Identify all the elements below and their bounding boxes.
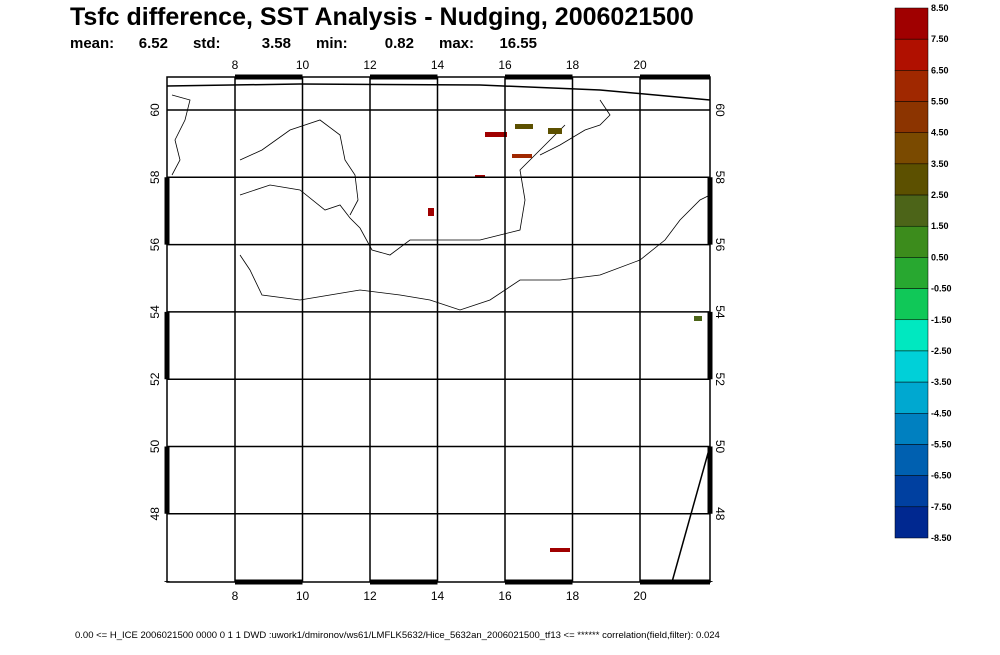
colorbar-label: 7.50 — [931, 34, 949, 44]
patch — [548, 128, 562, 134]
y-tick-label: 52 — [148, 372, 162, 386]
colorbar-cell — [894, 101, 929, 133]
stat-label: mean: — [70, 35, 114, 52]
colorbar-label: 1.50 — [931, 221, 949, 231]
grid: 8 8 10 10 12 12 14 14 16 16 18 18 20 20 60 60 58 58 56 56 54… — [148, 58, 727, 603]
y-tick-label: 54 — [148, 305, 162, 319]
y-tick-label: 56 — [713, 238, 727, 252]
patch — [515, 124, 533, 129]
x-tick-label: 16 — [498, 58, 512, 72]
x-tick-label: 20 — [633, 58, 647, 72]
patch — [550, 548, 570, 552]
stat-label: max: — [439, 35, 474, 52]
colorbar-cell — [894, 7, 929, 40]
colorbar-label: 0.50 — [931, 252, 949, 262]
x-tick-label: 14 — [431, 58, 445, 72]
stat-value: 3.58 — [262, 35, 291, 52]
colorbar-cell — [894, 38, 929, 71]
footer: 0.00 <= H_ICE 2006021500 0000 0 1 1 DWD … — [75, 630, 720, 641]
x-tick-label: 10 — [296, 589, 310, 603]
colorbar-cell — [894, 70, 929, 102]
colorbar-cell — [894, 257, 929, 289]
colorbar-label: 4.50 — [931, 128, 949, 138]
x-tick-label: 18 — [566, 589, 580, 603]
patch — [694, 316, 702, 321]
colorbar-label: 2.50 — [931, 190, 949, 200]
colorbar-label: -2.50 — [931, 346, 952, 356]
colorbar-cell — [894, 163, 929, 196]
colorbar: 8.50 7.50 6.50 5.50 4.50 3.50 2.50 1.50 0.50 -0.5… — [894, 3, 952, 543]
patch — [475, 175, 485, 178]
x-tick-label: 16 — [498, 589, 512, 603]
x-tick-label: 12 — [363, 589, 377, 603]
x-tick-label: 8 — [232, 589, 239, 603]
field-patches — [428, 124, 702, 552]
colorbar-label: -3.50 — [931, 377, 952, 387]
y-tick-label: 48 — [713, 507, 727, 521]
colorbar-label: 3.50 — [931, 159, 949, 169]
stat-value: 6.52 — [139, 35, 168, 52]
x-tick-label: 18 — [566, 58, 580, 72]
x-tick-label: 12 — [363, 58, 377, 72]
colorbar-cell — [894, 475, 929, 508]
y-tick-label: 60 — [148, 103, 162, 117]
colorbar-cell — [894, 506, 929, 539]
stat-label: min: — [316, 35, 348, 52]
map-frame — [166, 76, 711, 583]
y-tick-label: 50 — [148, 440, 162, 454]
stats: mean: 6.52 std: 3.58 min: 0.82 max: 16.55 — [70, 35, 537, 52]
y-tick-label: 56 — [148, 238, 162, 252]
colorbar-label: -4.50 — [931, 408, 952, 418]
y-tick-label: 52 — [713, 373, 727, 387]
colorbar-label: -5.50 — [931, 439, 952, 449]
x-tick-label: 14 — [431, 589, 445, 603]
colorbar-cell — [894, 413, 929, 445]
colorbar-label: -1.50 — [931, 315, 952, 325]
colorbar-cell — [894, 444, 929, 476]
colorbar-cell — [894, 319, 929, 352]
stat-value: 16.55 — [499, 35, 537, 52]
x-tick-label: 10 — [296, 58, 310, 72]
title: Tsfc difference, SST Analysis - Nudging,… — [70, 3, 694, 31]
y-tick-label: 60 — [713, 103, 727, 117]
colorbar-label: -6.50 — [931, 471, 952, 481]
colorbar-label: -7.50 — [931, 502, 952, 512]
stat-label: std: — [193, 35, 221, 52]
colorbar-cell — [894, 225, 929, 258]
colorbar-label: 5.50 — [931, 97, 949, 107]
x-tick-label: 8 — [232, 58, 239, 72]
colorbar-cell — [894, 194, 929, 227]
colorbar-label: -0.50 — [931, 284, 952, 294]
y-tick-label: 54 — [713, 305, 727, 319]
patch — [428, 208, 434, 216]
coastline — [166, 83, 711, 583]
y-tick-label: 50 — [713, 440, 727, 454]
colorbar-label: -8.50 — [931, 533, 952, 543]
patch — [512, 154, 532, 158]
colorbar-cell — [894, 288, 929, 321]
patch — [485, 132, 507, 137]
colorbar-cell — [894, 350, 929, 383]
colorbar-cell — [894, 381, 929, 414]
stat-value: 0.82 — [385, 35, 414, 52]
y-tick-label: 58 — [713, 171, 727, 185]
colorbar-cell — [894, 132, 929, 165]
x-tick-label: 20 — [633, 589, 647, 603]
colorbar-label: 6.50 — [931, 65, 949, 75]
colorbar-label: 8.50 — [931, 3, 949, 13]
y-tick-label: 58 — [148, 170, 162, 184]
y-tick-label: 48 — [148, 507, 162, 521]
